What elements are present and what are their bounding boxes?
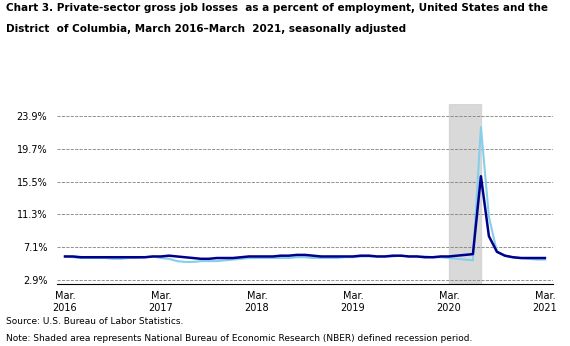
Text: Chart 3. Private-sector gross job losses  as a percent of employment, United Sta: Chart 3. Private-sector gross job losses… bbox=[6, 3, 548, 13]
Legend: United States, District of Columbia: United States, District of Columbia bbox=[186, 73, 324, 97]
Text: Note: Shaded area represents National Bureau of Economic Research (NBER) defined: Note: Shaded area represents National Bu… bbox=[6, 334, 472, 343]
Bar bbox=[449, 104, 481, 284]
Text: District  of Columbia, March 2016–March  2021, seasonally adjusted: District of Columbia, March 2016–March 2… bbox=[6, 24, 406, 34]
Text: Source: U.S. Bureau of Labor Statistics.: Source: U.S. Bureau of Labor Statistics. bbox=[6, 317, 183, 326]
